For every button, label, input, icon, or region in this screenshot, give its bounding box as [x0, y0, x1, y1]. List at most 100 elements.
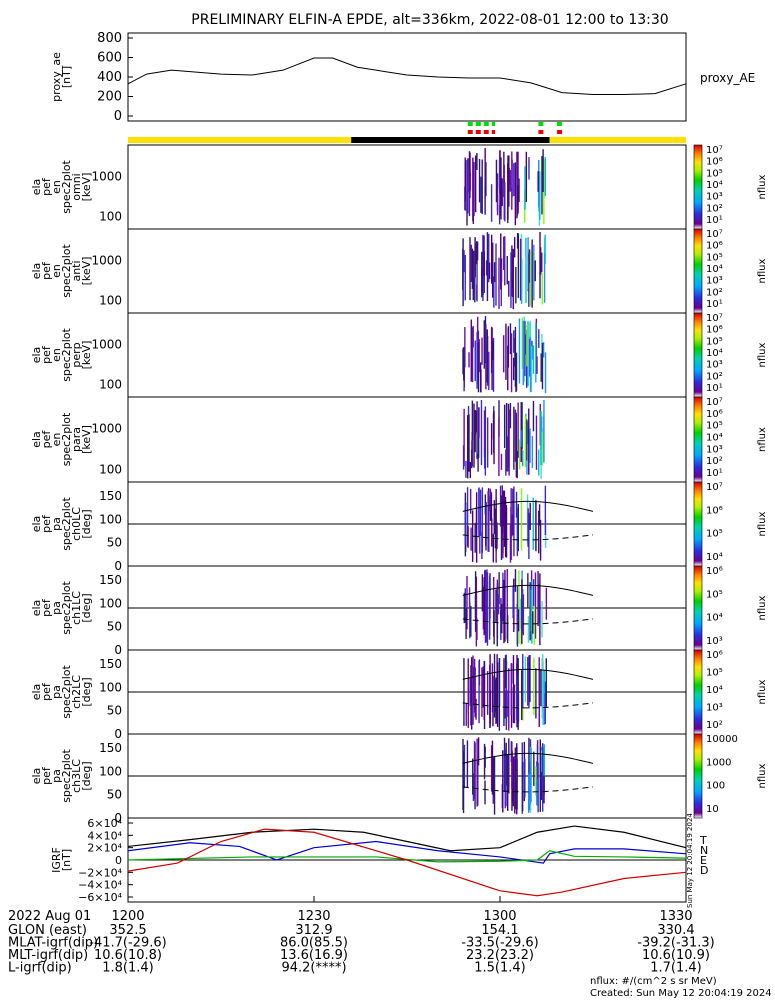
ylabel-line: pa: [50, 601, 63, 615]
ephemeris-value: 154.1: [481, 923, 518, 938]
ylabel-line: spec2plot: [60, 412, 73, 466]
colorbar-para: [693, 396, 703, 483]
ylabel-line: pa: [50, 685, 63, 699]
colorbar-tick-label: 10⁷: [706, 229, 723, 240]
loss-cone-line: [462, 500, 594, 512]
ytick-label: 0: [114, 559, 122, 573]
ephemeris-table: 2022 Aug 01 1200 1230 1300 1330 GLON (east) 35…: [8, 909, 715, 976]
ylabel-line: [deg]: [80, 593, 93, 622]
colorbar-tick-label: 10⁶: [706, 566, 723, 577]
ylabel-line: ela: [30, 768, 43, 785]
colorbar-tick-label: 10²: [706, 203, 723, 214]
ylabel-line: ela: [30, 179, 43, 196]
ylabel-line: perp: [70, 342, 83, 367]
ytick-label: 100: [99, 680, 122, 694]
ytick-label: 100: [99, 378, 122, 392]
colorbar-label: nflux: [757, 258, 768, 283]
ytick-label: 1000: [91, 253, 122, 267]
ylabel-line: pef: [40, 682, 53, 701]
hemisphere-bar-segment: [128, 137, 352, 143]
ytick-label: 50: [107, 788, 122, 802]
ephemeris-value: 312.9: [295, 923, 332, 938]
ephemeris-value: -39.2(-31.3): [637, 936, 714, 951]
series-line-T: [127, 825, 687, 852]
colorbar-anti: [693, 228, 703, 314]
ytick-label: −4×10⁴: [78, 879, 122, 892]
hemisphere-bar-segment: [549, 137, 686, 143]
ylabel-line: pa: [50, 517, 63, 531]
ylabel-line: [keV]: [80, 257, 93, 286]
ylabel-line: spec2plot: [60, 244, 73, 298]
ylabel-line: IGRF: [50, 847, 63, 873]
legend-label-E: E: [700, 854, 707, 867]
ylabel-line: spec2plot: [60, 749, 73, 803]
anti-loss-cone-line: [462, 702, 594, 709]
ytick-label: 2×10⁴: [87, 842, 122, 855]
ylabel-line: pef: [40, 598, 53, 617]
ylabel-line: spec2plot: [60, 160, 73, 214]
panel-frame-proxy_ae: [127, 32, 687, 122]
colorbar-tick-label: 10²: [706, 287, 723, 298]
ylabel-line: pef: [40, 766, 53, 785]
series-line-D: [127, 828, 687, 897]
series-line-N: [127, 840, 687, 864]
ytick-label: 6×10⁴: [87, 817, 122, 830]
colorbar-ch3: [693, 733, 703, 819]
colorbar-tick-label: 10⁵: [706, 668, 723, 679]
ephemeris-value: 352.5: [109, 923, 146, 938]
colorbar-tick-label: 100: [706, 781, 725, 792]
colorbar-tick-label: 10¹: [706, 383, 723, 394]
colorbar-tick-label: 10³: [706, 444, 723, 455]
ylabel-line: pef: [40, 345, 53, 364]
colorbar-tick-label: 10²: [706, 720, 723, 731]
ytick-label: 0: [115, 854, 122, 867]
colorbar-tick-label: 10⁵: [706, 589, 723, 600]
ytick-label: 100: [99, 596, 122, 610]
colorbar-tick-label: 10⁷: [706, 482, 723, 493]
loss-cone-line: [462, 752, 594, 764]
colorbar-tick-label: 10⁵: [706, 252, 723, 263]
ylabel-line: pef: [40, 261, 53, 280]
colorbar-tick-label: 10000: [706, 734, 738, 745]
ephemeris-row-label: MLAT-igrf(dip): [8, 936, 98, 951]
chart-title: PRELIMINARY ELFIN-A EPDE, alt=336km, 202…: [191, 12, 668, 28]
colorbar-ch0: [693, 481, 703, 567]
ytick-label: 600: [97, 51, 122, 66]
panel-frame-perp: [127, 312, 687, 398]
colorbar-perp: [693, 312, 703, 398]
ylabel-line: ch3LC: [70, 759, 83, 793]
colorbar-omni: [693, 144, 703, 230]
panel-frame-anti: [127, 228, 687, 314]
colorbar-tick-label: 10⁵: [706, 336, 723, 347]
ephemeris-time-label: 1230: [297, 909, 330, 924]
colorbar-tick-label: 10⁷: [706, 397, 723, 408]
colorbar-tick-label: 10⁶: [706, 325, 723, 336]
ephemeris-value: 86.0(85.5): [280, 936, 348, 951]
series-line-E: [127, 850, 687, 863]
ylabel-line: ela: [30, 516, 43, 533]
ylabel-line: [deg]: [80, 509, 93, 538]
ephemeris-value: 23.2(23.2): [466, 948, 534, 963]
colorbar-tick-label: 10³: [706, 360, 723, 371]
loss-cone-line: [462, 584, 594, 596]
colorbar-tick-label: 10⁴: [706, 552, 723, 563]
ytick-label: 0: [114, 811, 122, 825]
colorbar-tick-label: 10³: [706, 703, 723, 714]
ylabel-line: spec2plot: [60, 581, 73, 635]
ylabel-line: spec2plot: [60, 328, 73, 382]
hemisphere-bar-segment: [351, 137, 550, 143]
ylabel-line: [nT]: [60, 849, 73, 871]
colorbar-tick-label: 10¹: [706, 215, 723, 226]
ytick-label: 800: [97, 31, 122, 46]
legend-label-T: T: [699, 834, 707, 847]
ephemeris-time-label: 1330: [659, 909, 692, 924]
colorbar-tick-label: 10⁴: [706, 348, 723, 359]
ylabel-line: ela: [30, 347, 43, 364]
ephemeris-date-label: 2022 Aug 01: [8, 909, 91, 924]
ephemeris-value: -41.7(-29.6): [89, 936, 166, 951]
panel-frame-para: [127, 396, 687, 483]
colorbar-ch2: [693, 649, 703, 735]
ytick-label: 150: [99, 489, 122, 503]
colorbar-tick-label: 10⁶: [706, 409, 723, 420]
